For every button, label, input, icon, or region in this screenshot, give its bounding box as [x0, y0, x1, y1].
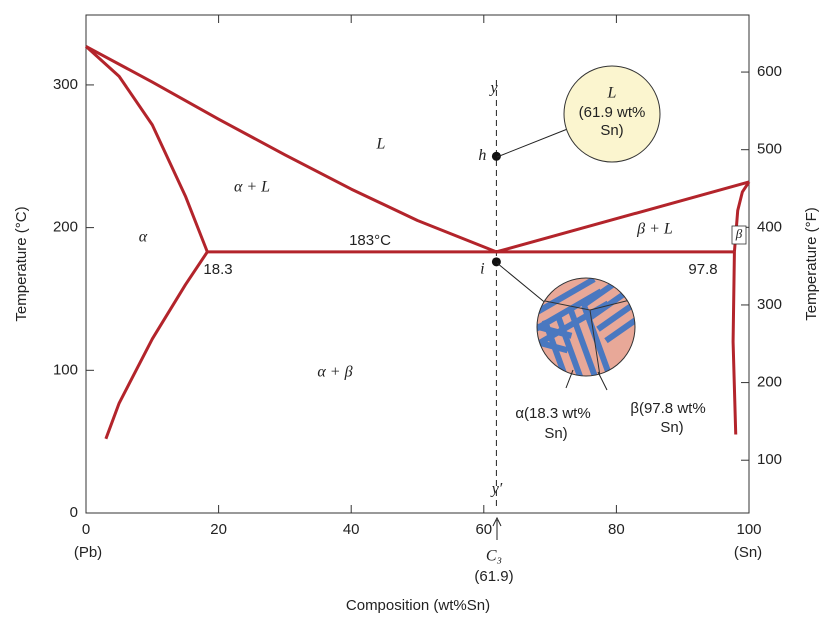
phase-boundary	[84, 45, 209, 253]
x-tick-label: 100	[736, 521, 761, 538]
y-tick-label: 300	[53, 76, 78, 93]
region-label: β	[735, 226, 743, 241]
phase-boundary	[85, 45, 497, 254]
y2-tick-label: 500	[757, 141, 782, 158]
microstructure-border	[536, 277, 636, 377]
composition-label: C₃	[486, 548, 502, 565]
state-point	[491, 151, 501, 161]
pointer	[565, 369, 608, 391]
y-tick-label: 100	[53, 361, 78, 378]
region-label: α + β	[317, 364, 352, 381]
x-axis-label: Composition (wt%Sn)	[346, 597, 490, 614]
phase-label: α(18.3 wt%	[515, 405, 590, 422]
region-label: α + L	[234, 179, 270, 196]
line-label: y	[488, 80, 498, 97]
y-tick-label: 200	[53, 219, 78, 236]
pointer	[496, 262, 549, 306]
x-tick-label: 60	[475, 521, 492, 538]
region-label: L	[376, 136, 386, 153]
end-label: (Sn)	[734, 544, 762, 561]
pointer	[496, 127, 571, 158]
y2-tick-label: 300	[757, 296, 782, 313]
plot-frame	[85, 14, 750, 514]
phase-label: Sn)	[544, 425, 567, 442]
line-label: y′	[490, 481, 503, 498]
phase-boundary	[731, 251, 738, 435]
phase-label: Sn)	[660, 419, 683, 436]
x-tick-label: 40	[343, 521, 360, 538]
y2-tick-label: 600	[757, 63, 782, 80]
end-label: (Pb)	[74, 544, 102, 561]
region-label: β + L	[636, 221, 673, 238]
phase-label: β(97.8 wt%	[630, 400, 705, 417]
y-axis-label: Temperature (°C)	[13, 206, 30, 321]
point-label: i	[480, 261, 484, 278]
composition-label: 97.8	[688, 261, 717, 278]
microstructure	[537, 278, 635, 376]
phase-boundary	[104, 251, 209, 440]
arrow	[492, 516, 502, 540]
point-label: h	[478, 147, 486, 164]
x-tick-label: 20	[210, 521, 227, 538]
y2-tick-label: 400	[757, 218, 782, 235]
y2-tick-label: 200	[757, 374, 782, 391]
label-box	[731, 225, 747, 245]
bubble-text: Sn)	[600, 122, 623, 139]
y-tick-label: 0	[70, 504, 78, 521]
region-label: α	[139, 229, 148, 246]
x-tick-label: 0	[82, 521, 90, 538]
bubble-text: (61.9 wt%	[579, 104, 646, 121]
y2-tick-label: 100	[757, 451, 782, 468]
x-tick-label: 80	[608, 521, 625, 538]
bubble-text: L	[607, 85, 617, 102]
composition-label: (61.9)	[474, 568, 513, 585]
bubble	[563, 65, 661, 163]
composition-label: 18.3	[203, 261, 232, 278]
phase-boundary	[495, 180, 750, 254]
label-bg	[683, 260, 725, 280]
y2-axis-label: Temperature (°F)	[803, 207, 820, 321]
eutectic-label: 183°C	[349, 232, 391, 249]
